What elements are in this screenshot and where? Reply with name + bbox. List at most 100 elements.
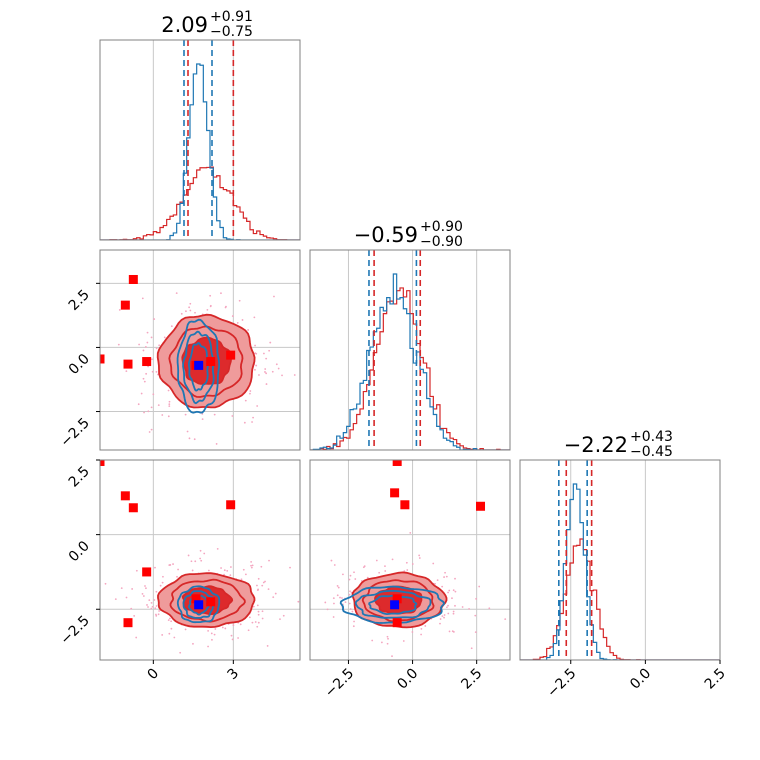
sample-point [125, 370, 128, 373]
sample-point [265, 357, 268, 360]
sample-point [155, 613, 157, 616]
sample-point [418, 554, 421, 557]
red-marker [226, 350, 236, 360]
title-plus: +0.91 [210, 9, 253, 25]
sample-point [452, 610, 455, 613]
sample-point [155, 347, 158, 350]
sample-point [94, 409, 96, 411]
sample-point [214, 628, 217, 630]
sample-point [148, 431, 151, 433]
sample-point [104, 582, 107, 585]
sample-point [265, 383, 268, 385]
sample-point [371, 639, 374, 642]
sample-point [488, 607, 491, 610]
tick-label-x-p2: −2.5 [322, 666, 357, 701]
sample-point [161, 581, 164, 584]
sample-point [243, 421, 246, 424]
sample-point [420, 627, 423, 630]
sample-point [179, 651, 182, 654]
sample-point [504, 618, 507, 621]
sample-point [206, 308, 209, 311]
sample-point [238, 299, 241, 302]
sample-point [380, 641, 383, 644]
contour-blue-inner [368, 594, 418, 616]
sample-point [332, 616, 335, 618]
sample-point [157, 404, 160, 407]
sample-point [255, 364, 258, 367]
sample-point [348, 602, 351, 605]
sample-point [384, 565, 386, 568]
sample-point [254, 344, 256, 347]
sample-point [349, 574, 352, 577]
sample-point [209, 294, 212, 297]
sample-point [263, 352, 265, 355]
sample-point [271, 370, 274, 373]
sample-point [349, 608, 352, 610]
sample-point [237, 637, 239, 639]
contour-blue-outer [176, 318, 220, 414]
sample-point [239, 623, 242, 626]
red-marker [142, 567, 152, 577]
sample-point [135, 569, 138, 572]
sample-point [236, 322, 239, 324]
tick-label-x-p2: 2.5 [458, 666, 485, 693]
sample-point [447, 591, 449, 594]
sample-point [225, 305, 227, 308]
sample-point [333, 602, 335, 605]
tick-label-y-p2: 2.5 [66, 287, 93, 314]
sample-point [207, 569, 210, 572]
histogram-red [520, 538, 720, 660]
sample-point [163, 336, 166, 339]
red-marker [226, 500, 236, 510]
sample-point [135, 636, 138, 639]
red-marker [392, 594, 402, 604]
sample-point [418, 557, 421, 559]
sample-point [203, 552, 206, 555]
panel-p1-p3 [100, 460, 328, 654]
sample-point [142, 595, 145, 597]
contour-blue-inner [187, 594, 210, 616]
sample-point [386, 635, 389, 638]
sample-point [324, 601, 327, 604]
sample-point [470, 647, 473, 650]
title-p1: 2.09 +0.91−0.75 [161, 9, 253, 40]
sample-point [326, 593, 328, 595]
sample-point [158, 344, 161, 347]
sample-point [420, 633, 423, 636]
sample-point [273, 295, 275, 298]
sample-point [150, 602, 153, 604]
sample-point [264, 580, 266, 583]
sample-point [215, 443, 218, 445]
sample-point [402, 640, 405, 642]
sample-point [252, 416, 254, 419]
sample-point [266, 645, 269, 647]
sample-point [432, 562, 435, 565]
sample-point [251, 621, 254, 624]
panel-frame [99, 459, 301, 661]
sample-point [188, 306, 191, 309]
sample-point [141, 297, 144, 300]
sample-point [162, 575, 164, 578]
sample-point [297, 600, 300, 603]
sample-point [138, 343, 141, 346]
sample-point [254, 621, 257, 623]
sample-point [241, 319, 244, 321]
sample-point [268, 559, 270, 562]
sample-point [478, 585, 481, 588]
sample-point [223, 569, 226, 572]
sample-point [256, 584, 258, 587]
sample-point [452, 612, 455, 615]
sample-point [447, 604, 449, 607]
sample-point [146, 331, 149, 334]
red-marker [191, 594, 201, 604]
sample-point [191, 569, 194, 572]
sample-point [454, 590, 457, 593]
sample-point [289, 566, 291, 569]
sample-point [332, 597, 335, 600]
sample-point [254, 352, 257, 355]
sample-point [441, 615, 444, 617]
histogram-grid-p2 [347, 250, 478, 450]
sample-point [275, 363, 278, 366]
sample-point [145, 372, 148, 375]
